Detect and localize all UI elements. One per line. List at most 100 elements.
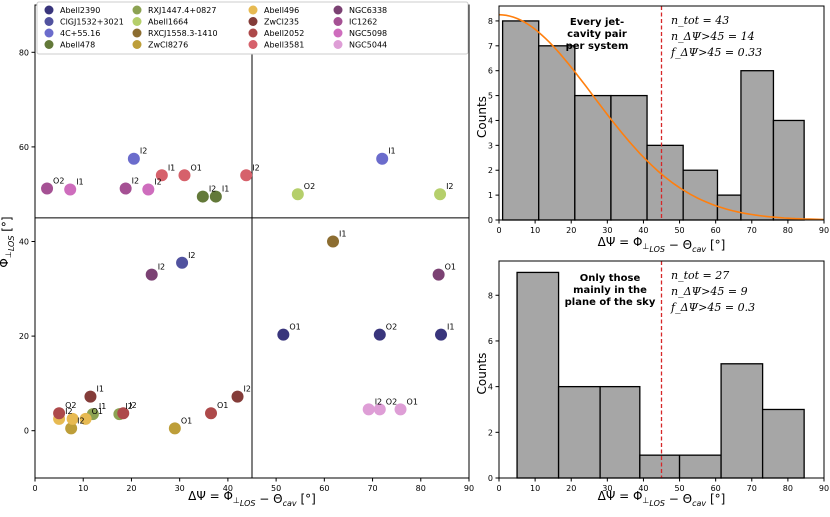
point-label: O1 (181, 416, 192, 425)
legend-marker (248, 40, 258, 49)
histogram-title-line: Only those (580, 273, 641, 284)
point-label: I1 (447, 323, 454, 332)
legend-label: Abell1664 (148, 18, 188, 27)
scatter-point (84, 390, 97, 403)
scatter-point (209, 190, 222, 203)
point-label: I2 (140, 147, 147, 156)
legend-marker (333, 17, 343, 26)
x-tick-label: 20 (566, 484, 576, 493)
histogram-title-line: plane of the sky (565, 297, 656, 308)
y-tick-label: 8 (488, 17, 493, 26)
legend-marker (333, 5, 343, 15)
histogram-y-label: Counts (475, 353, 489, 395)
histogram-stat: n_tot = 43 (671, 14, 729, 27)
histogram-title-line: mainly in the (573, 285, 647, 296)
legend-marker (333, 28, 343, 38)
x-tick-label: 70 (747, 484, 757, 493)
y-tick-label: 2 (488, 166, 493, 175)
histogram-x-label: ΔΨ = Φ⊥LOS − Θcav [°] (598, 235, 726, 254)
histogram-stat: f_ΔΨ>45 = 0.33 (670, 46, 762, 59)
point-label: O1 (407, 397, 418, 406)
histogram-bar (678, 454, 722, 479)
x-tick-label: 50 (271, 484, 281, 493)
y-tick-label: 4 (488, 116, 493, 125)
point-label: O1 (445, 263, 456, 272)
y-tick-label: 8 (488, 291, 493, 300)
scatter-point (41, 182, 54, 195)
point-label: O2 (386, 397, 397, 406)
legend-label: Abell3581 (264, 41, 304, 50)
histogram-bar (599, 385, 641, 479)
legend-marker (44, 5, 54, 15)
y-tick-label: 40 (19, 238, 29, 247)
point-label: O1 (190, 163, 201, 172)
histogram-bar (574, 94, 612, 221)
x-tick-label: 70 (367, 484, 377, 493)
histogram-bar (646, 144, 684, 221)
x-tick-label: 30 (175, 484, 185, 493)
point-label: I2 (188, 251, 195, 260)
point-label: I2 (129, 401, 136, 410)
y-tick-label: 1 (488, 191, 493, 200)
histogram-bar (761, 408, 805, 479)
x-tick-label: 0 (496, 226, 501, 235)
y-tick-label: 80 (19, 48, 29, 57)
scatter-point (327, 235, 340, 248)
x-tick-label: 60 (319, 484, 329, 493)
y-tick-label: 60 (19, 143, 29, 152)
scatter-point (205, 407, 218, 420)
point-label: O2 (53, 177, 64, 186)
point-label: I1 (76, 177, 83, 186)
scatter-point (145, 268, 158, 281)
y-tick-label: 0 (24, 427, 29, 436)
histogram-x-label: ΔΨ = Φ⊥LOS − Θcav [°] (598, 489, 726, 508)
legend-label: Abell496 (264, 6, 299, 15)
histogram-frame (498, 5, 825, 221)
scatter-point (434, 188, 447, 201)
scatter-point (53, 407, 66, 420)
legend-marker (333, 40, 343, 49)
point-label: O1 (289, 323, 300, 332)
x-tick-label: 10 (530, 226, 540, 235)
scatter-point (178, 169, 191, 182)
legend-label: RXJ1447.4+0827 (148, 6, 216, 15)
point-label: O2 (304, 182, 315, 191)
scatter-point (79, 412, 92, 425)
y-tick-label: 4 (488, 383, 493, 392)
scatter-point (155, 169, 168, 182)
x-tick-label: 40 (638, 484, 648, 493)
point-label: I2 (154, 177, 161, 186)
histogram-title-line: Every jet- (570, 17, 624, 28)
x-tick-label: 80 (783, 226, 793, 235)
scatter-point (168, 422, 181, 435)
y-tick-label: 0 (488, 474, 493, 483)
histogram-bar (501, 20, 540, 221)
legend-label: NGC5044 (349, 41, 387, 50)
histogram-bar (639, 454, 681, 479)
scatter-point (65, 422, 78, 435)
histogram-bar (557, 385, 601, 479)
x-tick-label: 30 (602, 484, 612, 493)
legend-marker (44, 28, 54, 38)
histogram-stat: n_ΔΨ>45 = 9 (671, 285, 748, 298)
x-tick-label: 60 (711, 484, 721, 493)
x-tick-label: 30 (602, 226, 612, 235)
x-tick-label: 50 (674, 484, 684, 493)
histogram-bar (740, 70, 775, 221)
point-label: I1 (339, 230, 346, 239)
legend-box (36, 1, 469, 55)
point-label: O1 (217, 401, 228, 410)
legend-marker (132, 5, 142, 15)
scatter-point (196, 190, 209, 203)
legend-label: RXCJ1558.3-1410 (148, 29, 218, 38)
point-label: I2 (158, 263, 165, 272)
point-label: I2 (132, 177, 139, 186)
legend-marker (132, 28, 142, 38)
scatter-point (117, 407, 130, 420)
scatter-point (176, 256, 189, 269)
x-tick-label: 10 (78, 484, 88, 493)
legend-marker (44, 17, 54, 26)
point-label: I2 (244, 385, 251, 394)
legend-marker (248, 17, 258, 26)
